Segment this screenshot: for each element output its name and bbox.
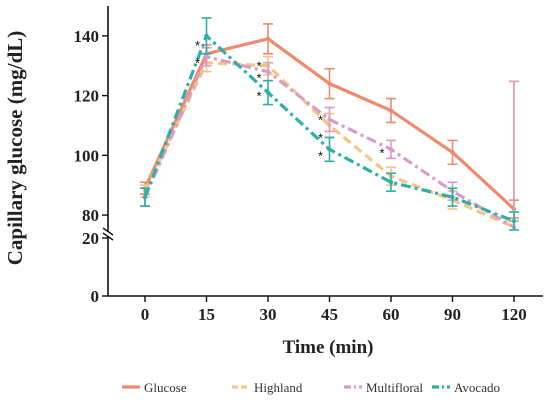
- y-tick-label: 20: [82, 229, 99, 248]
- significance-marker: *: [256, 71, 261, 86]
- data-point-avocado: [388, 180, 394, 185]
- y-axis-title: Capillary glucose (mg/dL): [3, 31, 27, 266]
- y-tick-label: 120: [74, 87, 100, 106]
- x-tick-label: 60: [383, 305, 400, 324]
- data-point-avocado: [142, 194, 148, 200]
- axes: 80 100 120 140 0 20 0 15 30 45 60 90 120: [74, 6, 543, 324]
- significance-marker: *: [256, 89, 261, 104]
- axis-break-mark: [102, 227, 114, 236]
- y-tick-label: 0: [91, 287, 100, 306]
- significance-markers: ** ****** *: [195, 38, 385, 164]
- data-point-multifloral: [204, 54, 209, 59]
- series-avocado: [140, 17, 519, 231]
- x-tick-label: 30: [260, 305, 277, 324]
- data-point-glucose: [327, 81, 332, 86]
- y-tick-label: 100: [74, 146, 100, 165]
- legend: Glucose Highland Multifloral Avocado: [122, 380, 500, 395]
- data-point-glucose: [388, 108, 394, 113]
- x-axis-title: Time (min): [283, 337, 374, 358]
- y-tick-label: 80: [82, 206, 99, 225]
- data-point-multifloral: [327, 117, 332, 122]
- data-point-avocado: [450, 194, 455, 200]
- significance-marker: *: [195, 56, 200, 71]
- significance-marker: *: [195, 38, 200, 53]
- data-point-glucose: [265, 36, 271, 42]
- y-tick-label: 140: [74, 27, 100, 46]
- significance-marker: *: [318, 112, 323, 127]
- legend-label-multifloral: Multifloral: [366, 380, 423, 395]
- significance-marker: *: [318, 130, 323, 145]
- data-point-avocado: [204, 33, 209, 39]
- x-tick-label: 45: [321, 305, 338, 324]
- significance-marker: *: [318, 148, 323, 163]
- x-tick-label: 15: [198, 305, 215, 324]
- x-tick-label: 90: [444, 305, 461, 324]
- legend-label-glucose: Glucose: [144, 380, 187, 395]
- x-tick-label: 120: [501, 305, 527, 324]
- data-point-multifloral: [265, 69, 271, 74]
- axis-break-mark: [102, 232, 114, 241]
- significance-marker: *: [256, 59, 261, 74]
- x-tick-label: 0: [141, 305, 150, 324]
- data-point-multifloral: [388, 147, 394, 152]
- data-point-glucose: [450, 150, 455, 155]
- significance-marker: *: [379, 145, 384, 160]
- legend-label-avocado: Avocado: [454, 380, 500, 395]
- data-point-avocado: [265, 90, 271, 95]
- data-point-avocado: [327, 147, 332, 152]
- data-point-avocado: [511, 218, 517, 224]
- legend-label-highland: Highland: [254, 380, 303, 395]
- series-layer: [140, 17, 519, 231]
